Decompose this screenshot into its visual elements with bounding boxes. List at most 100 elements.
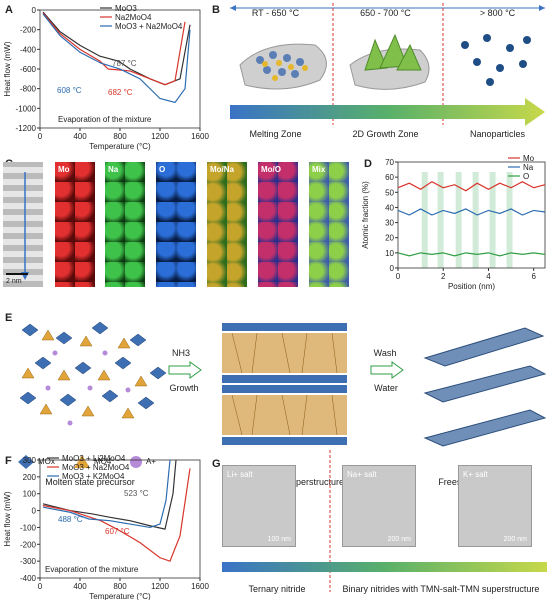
chart-f-annotation: 488 °C (58, 515, 83, 524)
caption-binary: Binary nitrides with TMN-salt-TMN supers… (342, 584, 540, 594)
map-mo-na-label: Mo/Na (210, 165, 234, 174)
molten-precursor-illustration (10, 318, 170, 448)
map-o-label: O (159, 165, 166, 174)
chart-d-y-tick-label: 30 (385, 219, 394, 228)
arrow-right-icon (168, 361, 202, 379)
chart-f-y-tick-label: 0 (32, 507, 37, 516)
arrow2-top: Wash (373, 348, 397, 358)
zone-label-nanoparticles: Nanoparticles (469, 129, 526, 139)
chart-d-y-tick-label: 60 (385, 173, 394, 182)
haadf-image: 2 nm (3, 162, 43, 287)
chart-d-y-tick-label: 20 (385, 234, 394, 243)
tem-li-scale: 100 nm (267, 536, 291, 543)
chart-f-x-tick-label: 400 (73, 582, 87, 591)
chart-f-y-tick-label: -300 (20, 557, 37, 566)
chart-a-y-tick-label: 0 (32, 6, 37, 15)
superstructure-illustration (212, 318, 357, 468)
panel-b-letter: B (212, 4, 220, 16)
chart-d-highlight-band (421, 172, 428, 268)
panel-d-letter: D (364, 158, 372, 170)
map-mo: Mo (55, 162, 95, 287)
chart-a-y-tick-label: -800 (20, 85, 37, 94)
chart-a-y-tick-label: -600 (20, 65, 37, 74)
chart-a-y-tick-label: -1000 (16, 104, 37, 113)
chart-a-legend-label: Na2MoO4 (115, 13, 152, 22)
chart-d-y-axis-label: Atomic fraction (%) (361, 181, 370, 249)
chart-a-annotation: Evaporation of the mixture (58, 115, 152, 124)
chart-a-legend-label: MoO3 (115, 4, 137, 13)
panel-g-letter: G (212, 458, 221, 470)
chart-d-highlight-band (489, 172, 496, 268)
chart-f-annotation: Evaporation of the mixture (45, 565, 139, 574)
mo4-icon (74, 455, 90, 468)
chart-d-x-tick-label: 6 (531, 272, 536, 281)
map-na-label: Na (108, 165, 119, 174)
legend-e: MOx MO4 A+ (12, 452, 172, 472)
chart-d-x-tick-label: 4 (486, 272, 491, 281)
chart-d-highlight-band (506, 172, 513, 268)
map-na: Na (105, 162, 145, 287)
chart-a-series-line (42, 13, 191, 104)
chart-d-highlight-band (455, 172, 462, 268)
freestanding-illustration (415, 318, 550, 468)
map-mo-label: Mo (58, 165, 70, 174)
map-mo-o-label: Mo/O (261, 165, 281, 174)
chart-d-plot-frame (397, 161, 546, 269)
caption-ternary: Ternary nitride (248, 584, 306, 594)
range-label-2: 650 - 700 °C (360, 8, 411, 18)
panel-b (225, 0, 550, 150)
mox-icon (18, 455, 34, 469)
tem-li-label: Li+ salt (227, 470, 253, 479)
legend-mox: MOx (38, 457, 55, 466)
chart-f-legend-label: MoO3 + Li2MoO4 (62, 454, 126, 463)
range-label-1: RT - 650 °C (251, 8, 300, 18)
chart-a-y-tick-label: -200 (20, 26, 37, 35)
chart-a-annotation: 787 °C (112, 59, 137, 68)
map-mix: Mix (309, 162, 349, 287)
chart-a-x-tick-label: 800 (113, 132, 127, 141)
chart-d-y-tick-label: 50 (385, 188, 394, 197)
chart-f-series-line (42, 468, 191, 562)
chart-a-y-tick-label: -1200 (16, 124, 37, 133)
chart-d-y-tick-label: 0 (390, 264, 395, 273)
tem-na-scale: 200 nm (387, 536, 411, 543)
chart-a: 0 400 800 1200 1600 0 -200 -400 -600 -800 -1000 -12… (3, 4, 209, 151)
arrow-right-icon (370, 361, 404, 379)
arrow1-bottom: Growth (169, 383, 199, 393)
chart-a-x-axis-label: Temperature (°C) (89, 142, 151, 151)
cation-icon (130, 456, 142, 468)
chart-f-legend-label: MoO3 + Na2MoO4 (62, 463, 130, 472)
chart-f-y-tick-label: -100 (20, 523, 37, 532)
chart-d-x-tick-label: 2 (441, 272, 446, 281)
chart-f-x-tick-label: 1200 (151, 582, 169, 591)
chart-d-highlight-band (437, 172, 444, 268)
chart-a-y-axis-label: Heat flow (mW) (3, 41, 12, 96)
chart-a-y-tick-label: -400 (20, 45, 37, 54)
arrow2-bottom: Water (374, 383, 398, 393)
chart-f-annotation: 607 °C (105, 527, 130, 536)
chart-f-series-line (42, 459, 177, 530)
tem-k-scale: 200 nm (503, 536, 527, 543)
tem-na-label: Na+ salt (347, 470, 377, 479)
chart-a-annotation: 682 °C (108, 88, 133, 97)
chart-d-y-tick-label: 10 (385, 249, 394, 258)
chart-d-highlight-band (472, 172, 479, 268)
chart-d-y-tick-label: 40 (385, 203, 394, 212)
chart-f: 0 400 800 1200 1600 300 200 100 0 -100 -200 -300 -40… (3, 454, 209, 600)
panel-g-overlay (222, 450, 547, 592)
chart-d-x-axis-label: Position (nm) (448, 282, 495, 291)
legend-mo4: MO4 (94, 457, 112, 466)
chart-d-series-line (397, 180, 546, 192)
tem-k-label: K+ salt (463, 470, 488, 479)
zone-label-growth: 2D Growth Zone (352, 129, 419, 139)
chart-d-legend-label: Mo (523, 154, 535, 163)
panel-f-letter: F (5, 455, 12, 467)
chart-a-series-line (42, 12, 186, 86)
chart-f-annotation: 523 °C (124, 489, 149, 498)
tem-image-li: Li+ salt 100 nm (222, 465, 296, 547)
map-mo-na: Mo/Na (207, 162, 247, 287)
map-mix-label: Mix (312, 165, 326, 174)
range-label-3: > 800 °C (479, 8, 516, 18)
chart-d-series-line (397, 252, 546, 257)
chart-f-series-line (42, 459, 171, 529)
